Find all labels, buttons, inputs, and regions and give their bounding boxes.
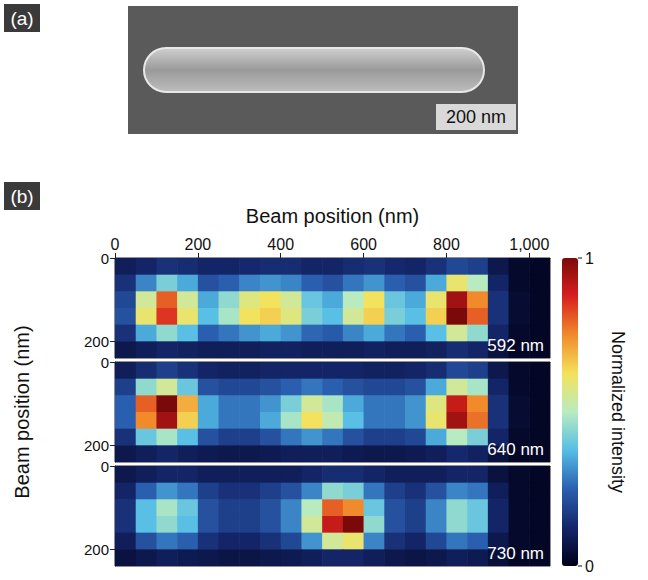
svg-text:Beam position (nm): Beam position (nm) [11,325,33,498]
svg-text:0: 0 [101,354,109,371]
svg-text:200: 200 [185,236,212,253]
svg-text:0: 0 [111,236,120,253]
svg-text:200: 200 [84,541,109,558]
svg-text:Normalized intensity: Normalized intensity [608,331,628,493]
svg-text:0: 0 [101,458,109,475]
svg-text:200: 200 [84,437,109,454]
svg-text:0: 0 [585,558,594,575]
svg-text:(b): (b) [10,186,33,207]
svg-text:400: 400 [267,236,294,253]
svg-text:Beam position (nm): Beam position (nm) [246,205,419,227]
svg-text:1: 1 [585,250,594,267]
svg-text:600: 600 [350,236,377,253]
svg-text:640 nm: 640 nm [487,440,544,459]
svg-text:592 nm: 592 nm [487,336,544,355]
svg-text:0: 0 [101,250,109,267]
svg-text:730 nm: 730 nm [487,544,544,563]
svg-text:(a): (a) [10,8,33,29]
svg-text:200: 200 [84,333,109,350]
svg-text:200 nm: 200 nm [446,107,506,127]
svg-text:1,000: 1,000 [509,236,549,253]
svg-text:800: 800 [433,236,460,253]
